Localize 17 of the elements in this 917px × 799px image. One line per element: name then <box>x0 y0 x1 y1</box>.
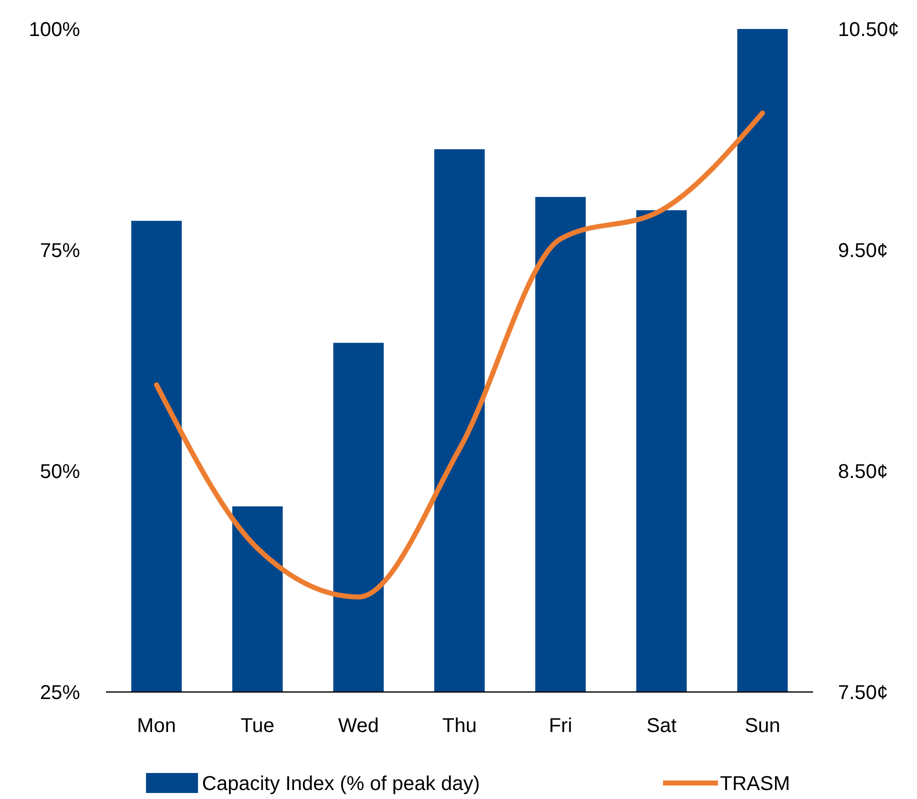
x-tick-label: Tue <box>240 715 274 737</box>
legend-label: TRASM <box>720 773 790 795</box>
y-tick-label: 75% <box>40 240 80 262</box>
x-tick-label: Sat <box>646 715 677 737</box>
x-tick-label: Thu <box>442 715 477 737</box>
x-tick-label: Wed <box>338 715 379 737</box>
x-tick-label: Sun <box>744 715 780 737</box>
y2-tick-label: 9.50¢ <box>838 240 888 262</box>
y2-tick-label: 7.50¢ <box>838 682 888 704</box>
x-tick-label: Fri <box>548 715 572 737</box>
y2-tick-label: 10.50¢ <box>838 19 900 41</box>
legend-label: Capacity Index (% of peak day) <box>202 773 480 795</box>
x-tick-label: Mon <box>137 715 176 737</box>
y-tick-label: 50% <box>40 461 80 483</box>
y-tick-label: 25% <box>40 682 80 704</box>
y2-tick-label: 8.50¢ <box>838 461 888 483</box>
y-tick-label: 100% <box>28 19 80 41</box>
